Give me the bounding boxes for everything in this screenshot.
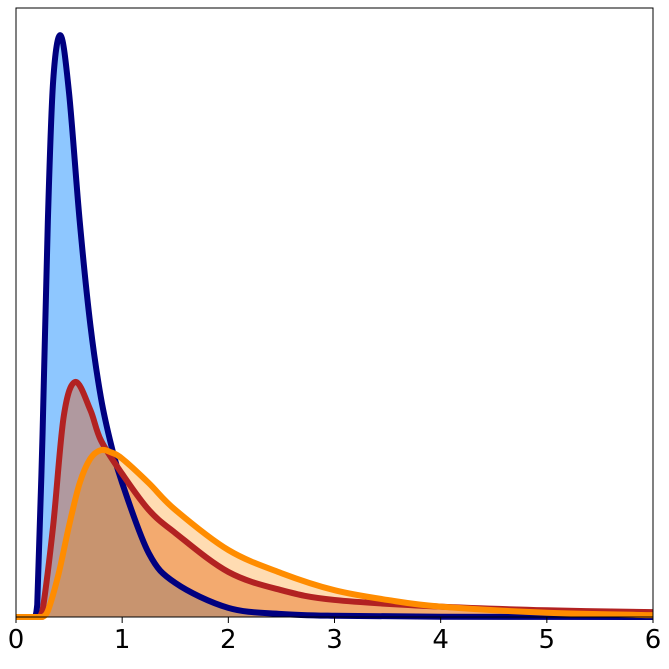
x-tick-label: 2 <box>220 625 237 655</box>
series-2-fill <box>16 449 653 617</box>
x-tick-label: 0 <box>8 625 25 655</box>
series-0-fill <box>16 35 653 617</box>
series-0-line <box>16 32 654 620</box>
x-tick-label: 1 <box>114 625 131 655</box>
x-tick-label: 3 <box>326 625 343 655</box>
x-tick-label: 6 <box>645 625 662 655</box>
fills-layer <box>16 35 653 617</box>
x-tick-label: 4 <box>432 625 449 655</box>
x-axis: 0 1 2 3 4 5 6 <box>8 617 662 655</box>
lines-layer <box>16 32 654 620</box>
series-2-line <box>16 446 654 620</box>
series-1-fill <box>16 381 653 617</box>
x-tick-label: 5 <box>539 625 556 655</box>
